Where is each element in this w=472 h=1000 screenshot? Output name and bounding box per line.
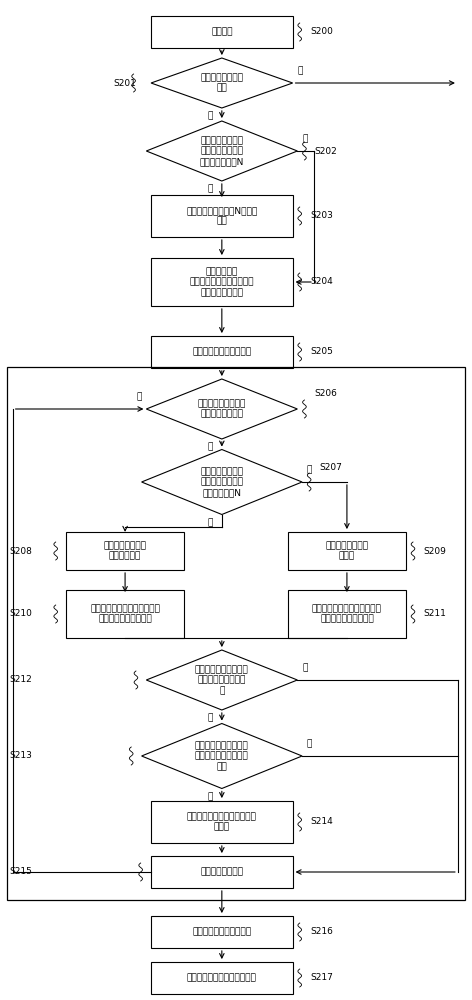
Text: 否: 否: [307, 740, 312, 748]
Bar: [288, 590, 406, 638]
Text: S216: S216: [310, 928, 333, 936]
Text: S211: S211: [423, 609, 446, 618]
Text: S214: S214: [310, 818, 333, 826]
Polygon shape: [146, 650, 297, 710]
Text: 缺失消息的标识号是否
在本地消息标识序号范
围内: 缺失消息的标识号是否 在本地消息标识序号范 围内: [195, 741, 249, 771]
Bar: [7, 367, 465, 900]
Text: 是: 是: [207, 518, 213, 527]
Text: 获取所有群组的缺失消息: 获取所有群组的缺失消息: [192, 928, 252, 936]
Text: 将缺失消息的标识号放入请求
队列中: 将缺失消息的标识号放入请求 队列中: [187, 812, 257, 832]
Text: S206: S206: [315, 389, 337, 398]
Text: 判断缺失消息列表中是
否有缺失消息的标识
号: 判断缺失消息列表中是 否有缺失消息的标识 号: [195, 665, 249, 695]
Polygon shape: [142, 724, 302, 788]
Text: 否: 否: [302, 134, 307, 143]
Bar: [66, 532, 184, 570]
Text: S217: S217: [310, 974, 333, 982]
Text: 将组标识号、
最近接收消息的标识号、时
间放入请求队列中: 将组标识号、 最近接收消息的标识号、时 间放入请求队列中: [190, 267, 254, 297]
Text: 用离线消息替换本
地消息: 用离线消息替换本 地消息: [325, 541, 369, 561]
Text: S207: S207: [320, 462, 342, 472]
Polygon shape: [146, 379, 297, 439]
Text: S200: S200: [310, 27, 333, 36]
Text: 是: 是: [297, 66, 303, 76]
Text: 保留当前群组中最近N条本地
消息: 保留当前群组中最近N条本地 消息: [186, 206, 257, 226]
Text: 获取所有群组的离线消息: 获取所有群组的离线消息: [192, 348, 252, 357]
Text: 清空缺失消息列表: 清空缺失消息列表: [200, 867, 244, 876]
Bar: [288, 532, 406, 570]
Bar: [151, 916, 293, 948]
Text: 是: 是: [207, 792, 213, 801]
Text: 否: 否: [207, 111, 213, 120]
Text: S202: S202: [315, 146, 337, 155]
Bar: [151, 856, 293, 888]
Text: 设置当前群组的消息序列号为
最近接收消息的标识号: 设置当前群组的消息序列号为 最近接收消息的标识号: [90, 604, 160, 624]
Text: S209: S209: [423, 546, 446, 556]
Polygon shape: [151, 58, 293, 108]
Text: 再次遍历群组，判断
群组是否遍历结束: 再次遍历群组，判断 群组是否遍历结束: [198, 399, 246, 419]
Text: S205: S205: [310, 348, 333, 357]
Text: 是: 是: [136, 392, 142, 401]
Polygon shape: [142, 450, 302, 514]
Text: 将缺失消息合并到本地消息中: 将缺失消息合并到本地消息中: [187, 974, 257, 982]
Bar: [151, 258, 293, 306]
Bar: [151, 16, 293, 48]
Bar: [151, 962, 293, 994]
Text: 遍历群组: 遍历群组: [211, 27, 233, 36]
Text: S215: S215: [9, 867, 32, 876]
Text: S204: S204: [310, 277, 333, 286]
Text: S212: S212: [9, 676, 32, 684]
Text: 否: 否: [302, 664, 307, 672]
Bar: [151, 336, 293, 368]
Text: 设置当前群组的消息序列号为
最近接收消息的标识号: 设置当前群组的消息序列号为 最近接收消息的标识号: [312, 604, 382, 624]
Text: S201: S201: [113, 79, 136, 88]
Text: 是: 是: [207, 184, 213, 194]
Bar: [66, 590, 184, 638]
Text: S210: S210: [9, 609, 32, 618]
Text: 当前群组中的本地
消息数量是否大于
缓存消息上限值N: 当前群组中的本地 消息数量是否大于 缓存消息上限值N: [200, 136, 244, 166]
Bar: [151, 195, 293, 237]
Text: 否: 否: [207, 443, 213, 452]
Text: 将离线消息与本地
消息进行合并: 将离线消息与本地 消息进行合并: [103, 541, 147, 561]
Polygon shape: [146, 121, 297, 181]
Text: 判断群组是否遍历
结束: 判断群组是否遍历 结束: [200, 73, 244, 93]
Text: S208: S208: [9, 546, 32, 556]
Text: 当前群组的离线消
息数量是否小于缓
存消息上限值N: 当前群组的离线消 息数量是否小于缓 存消息上限值N: [200, 467, 244, 497]
Text: S203: S203: [310, 212, 333, 221]
Text: 否: 否: [307, 466, 312, 475]
Bar: [151, 801, 293, 843]
Text: S213: S213: [9, 752, 32, 760]
Text: 是: 是: [207, 714, 213, 722]
